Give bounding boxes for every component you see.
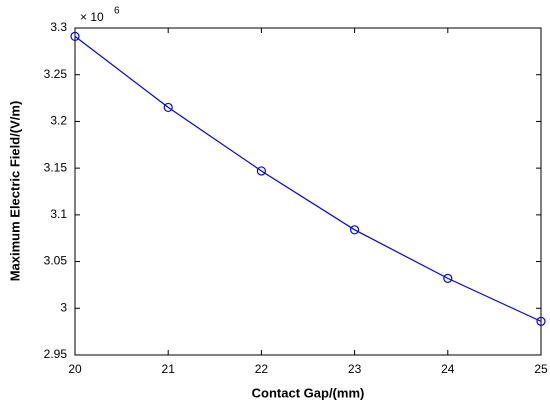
y-tick-label: 3.15 (44, 160, 68, 174)
marker (163, 102, 173, 113)
x-tick-label: 20 (68, 362, 82, 376)
x-axis-label: Contact Gap/(mm) (252, 385, 365, 400)
marker (256, 166, 266, 176)
marker (350, 225, 360, 235)
y-multiplier: × 10 (80, 10, 104, 24)
x-tick-label: 22 (255, 362, 269, 376)
line (74, 35, 542, 322)
x-tick-label: 25 (534, 362, 548, 376)
y-multiplier-exponent: 6 (114, 6, 120, 17)
x-tick-label: 24 (441, 362, 455, 376)
y-tick-label: 3.25 (44, 67, 68, 81)
y-tick-label: 3.3 (50, 20, 67, 34)
x-tick-label: 23 (348, 362, 362, 376)
y-axis-label: Maximum Electric Field/(V/m) (7, 101, 22, 282)
y-tick-label: 3.2 (50, 114, 67, 128)
y-tick-label: 3 (60, 300, 67, 314)
y-tick-label: 3.1 (50, 207, 67, 221)
y-tick-label: 2.95 (44, 347, 68, 361)
marker (536, 316, 546, 326)
marker (70, 31, 80, 42)
marker (443, 273, 453, 283)
y-tick-label: 3.05 (44, 254, 68, 268)
x-tick-label: 21 (162, 362, 176, 376)
plot-area (74, 27, 542, 356)
